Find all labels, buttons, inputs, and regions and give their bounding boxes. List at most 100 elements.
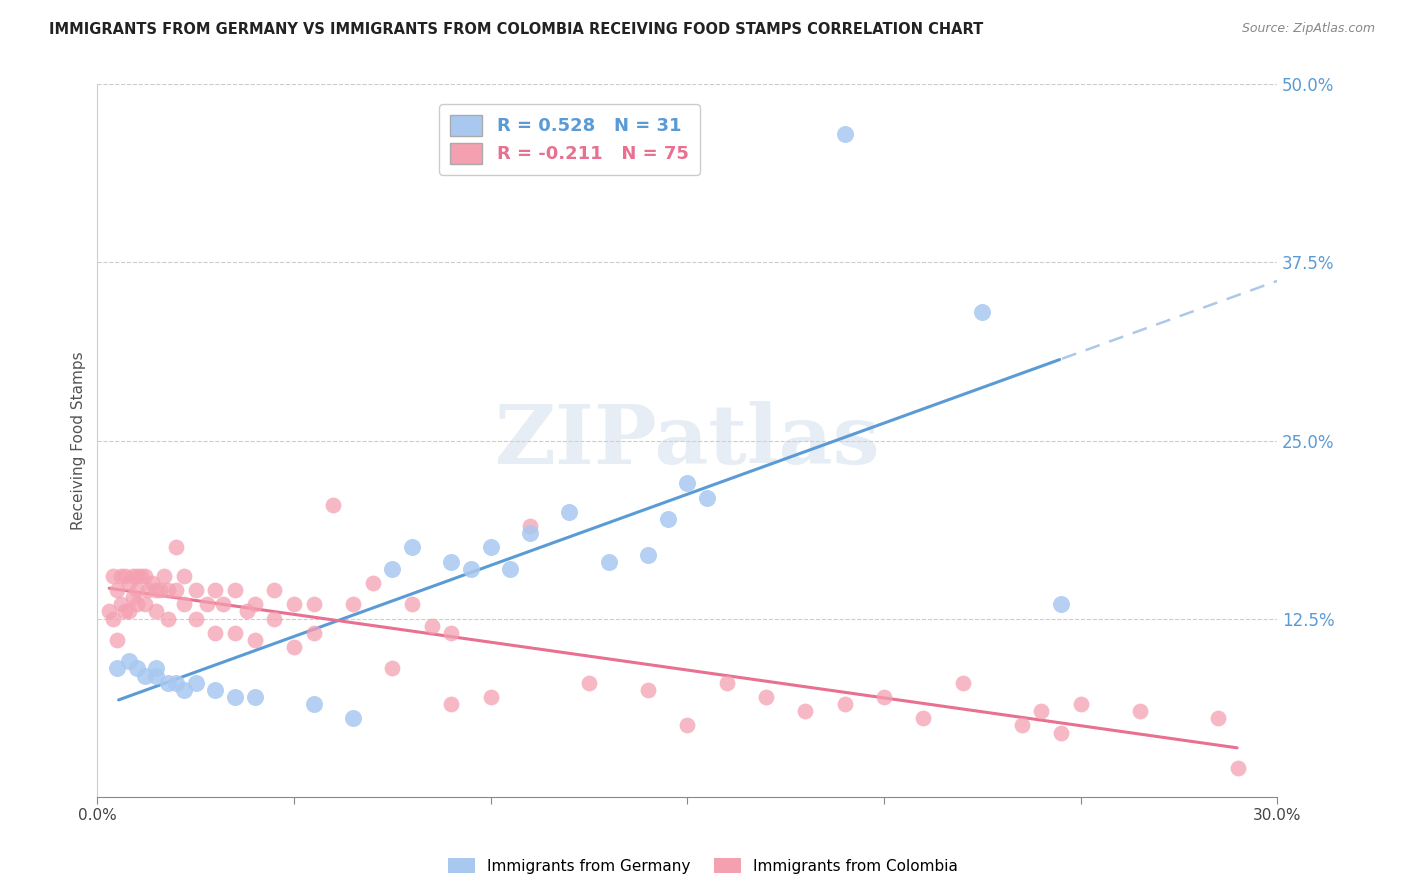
Point: [138, 583, 160, 598]
Point: [204, 625, 226, 640]
Point: [105, 583, 128, 598]
Point: [243, 598, 266, 612]
Point: [637, 682, 659, 697]
Point: [125, 583, 148, 598]
Point: [114, 569, 136, 583]
Y-axis label: Receiving Food Stamps: Receiving Food Stamps: [72, 351, 86, 530]
Point: [302, 697, 325, 711]
Point: [121, 591, 143, 605]
Point: [184, 612, 207, 626]
Point: [342, 598, 364, 612]
Point: [578, 675, 600, 690]
Point: [145, 668, 167, 682]
Point: [114, 605, 136, 619]
Point: [153, 569, 176, 583]
Point: [1070, 697, 1092, 711]
Point: [110, 598, 132, 612]
Point: [657, 512, 679, 526]
Point: [263, 612, 285, 626]
Point: [263, 583, 285, 598]
Point: [98, 605, 121, 619]
Point: [157, 583, 180, 598]
Point: [401, 541, 423, 555]
Point: [224, 690, 246, 704]
Point: [479, 690, 502, 704]
Point: [141, 576, 163, 591]
Point: [302, 625, 325, 640]
Point: [972, 305, 994, 319]
Point: [173, 569, 195, 583]
Point: [302, 598, 325, 612]
Point: [125, 661, 148, 675]
Point: [243, 632, 266, 647]
Text: Source: ZipAtlas.com: Source: ZipAtlas.com: [1241, 22, 1375, 36]
Point: [637, 548, 659, 562]
Point: [110, 569, 132, 583]
Point: [519, 519, 541, 533]
Point: [479, 541, 502, 555]
Point: [1206, 711, 1229, 725]
Point: [145, 605, 167, 619]
Point: [716, 675, 738, 690]
Point: [184, 583, 207, 598]
Point: [157, 612, 180, 626]
Point: [834, 128, 856, 142]
Point: [912, 711, 935, 725]
Point: [755, 690, 778, 704]
Point: [873, 690, 896, 704]
Point: [173, 598, 195, 612]
Point: [204, 583, 226, 598]
Point: [118, 576, 141, 591]
Point: [145, 583, 167, 598]
Point: [236, 605, 259, 619]
Point: [149, 583, 172, 598]
Point: [1050, 598, 1073, 612]
Point: [1226, 761, 1249, 775]
Point: [118, 654, 141, 668]
Point: [125, 598, 148, 612]
Point: [342, 711, 364, 725]
Point: [440, 555, 463, 569]
Text: ZIPatlas: ZIPatlas: [495, 401, 880, 481]
Point: [173, 682, 195, 697]
Point: [184, 675, 207, 690]
Legend: R = 0.528   N = 31, R = -0.211   N = 75: R = 0.528 N = 31, R = -0.211 N = 75: [439, 104, 700, 175]
Point: [224, 625, 246, 640]
Point: [165, 675, 187, 690]
Point: [145, 661, 167, 675]
Point: [165, 583, 187, 598]
Point: [243, 690, 266, 704]
Point: [165, 541, 187, 555]
Point: [598, 555, 620, 569]
Point: [420, 619, 443, 633]
Point: [224, 583, 246, 598]
Point: [157, 675, 180, 690]
Point: [283, 598, 305, 612]
Point: [212, 598, 235, 612]
Point: [696, 491, 718, 505]
Point: [440, 625, 463, 640]
Point: [1031, 704, 1053, 718]
Point: [118, 605, 141, 619]
Point: [105, 632, 128, 647]
Point: [1050, 725, 1073, 739]
Point: [134, 668, 156, 682]
Point: [101, 612, 124, 626]
Point: [381, 562, 404, 576]
Point: [499, 562, 522, 576]
Point: [519, 526, 541, 541]
Point: [105, 661, 128, 675]
Point: [125, 569, 148, 583]
Point: [283, 640, 305, 654]
Point: [834, 697, 856, 711]
Text: IMMIGRANTS FROM GERMANY VS IMMIGRANTS FROM COLOMBIA RECEIVING FOOD STAMPS CORREL: IMMIGRANTS FROM GERMANY VS IMMIGRANTS FR…: [49, 22, 983, 37]
Point: [794, 704, 817, 718]
Point: [401, 598, 423, 612]
Point: [381, 661, 404, 675]
Point: [1011, 718, 1033, 732]
Point: [101, 569, 124, 583]
Point: [1129, 704, 1152, 718]
Point: [322, 498, 344, 512]
Point: [440, 697, 463, 711]
Point: [134, 598, 156, 612]
